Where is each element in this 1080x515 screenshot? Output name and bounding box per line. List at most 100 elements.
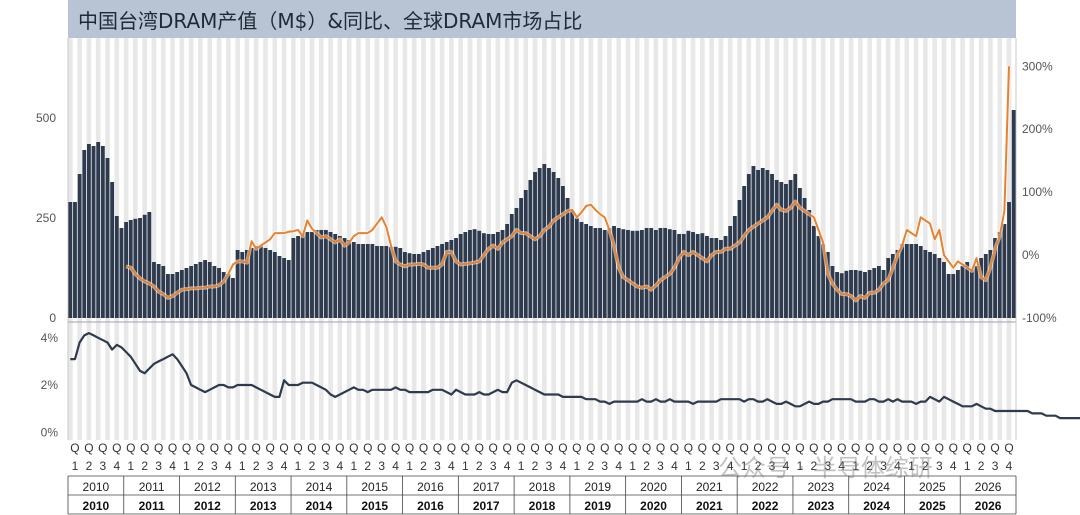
quarter-label-num: 3 (155, 459, 162, 473)
grid-band (272, 38, 278, 440)
value-bar (491, 234, 496, 318)
value-bar (612, 226, 616, 318)
quarter-label-num: 2 (532, 459, 539, 473)
value-bar (574, 218, 579, 318)
quarter-label-q: Q (921, 441, 930, 455)
value-bar (435, 246, 440, 318)
quarter-label-num: 1 (852, 459, 859, 473)
value-bar (528, 180, 533, 318)
value-bar (189, 266, 194, 318)
quarter-label-q: Q (265, 441, 274, 455)
grid-band (393, 38, 398, 440)
grid-band (263, 38, 268, 440)
grid-band (402, 38, 408, 440)
value-bar (742, 186, 747, 318)
quarter-label-num: 1 (797, 459, 804, 473)
value-bar (997, 232, 1002, 318)
year-label: 2012 (194, 480, 221, 494)
value-bar (444, 242, 449, 318)
grid-band (941, 38, 947, 440)
grid-band (439, 38, 445, 440)
value-bar (416, 254, 421, 318)
grid-band (198, 38, 203, 440)
quarter-label-num: 1 (741, 459, 748, 473)
value-bar (932, 254, 937, 318)
quarter-label-q: Q (70, 441, 79, 455)
quarter-label-q: Q (976, 441, 985, 455)
value-bar (821, 244, 826, 318)
value-bar (960, 266, 965, 318)
value-bar (319, 230, 324, 318)
quarter-label-q: Q (684, 441, 693, 455)
quarter-label-num: 1 (406, 459, 413, 473)
grid-band (365, 38, 371, 440)
grid-band (969, 38, 975, 440)
value-bar (258, 246, 263, 318)
value-bar (402, 252, 407, 318)
year-label-bold: 2010 (83, 499, 110, 513)
value-bar (760, 168, 765, 318)
quarter-label-num: 3 (992, 459, 999, 473)
value-bar (282, 258, 287, 318)
value-bar (472, 229, 477, 318)
grid-band (281, 38, 287, 440)
quarter-label-num: 3 (267, 459, 274, 473)
value-bar (514, 208, 519, 318)
quarter-label-q: Q (544, 441, 553, 455)
value-bar (1002, 224, 1007, 318)
grid-band (978, 38, 984, 440)
market-share-line (70, 332, 1080, 420)
year-label: 2024 (863, 480, 890, 494)
quarter-label-q: Q (293, 441, 302, 455)
yoy-line (125, 66, 1010, 302)
quarter-label-num: 3 (713, 459, 720, 473)
quarter-label-q: Q (879, 441, 888, 455)
quarter-label-num: 1 (685, 459, 692, 473)
value-bar (147, 212, 152, 318)
quarter-label-num: 2 (86, 459, 93, 473)
value-bar (454, 238, 458, 318)
quarter-label-num: 2 (699, 459, 706, 473)
grid-band (830, 38, 835, 440)
value-bar (505, 224, 510, 318)
value-bar (384, 246, 389, 318)
value-bar (542, 164, 547, 318)
quarter-label-q: Q (84, 441, 93, 455)
value-bar (616, 228, 621, 318)
grid-band (950, 38, 956, 440)
quarter-label-num: 4 (281, 459, 288, 473)
quarter-label-num: 4 (950, 459, 957, 473)
quarter-label-q: Q (433, 441, 442, 455)
quarter-label-q: Q (1004, 441, 1013, 455)
value-bar (830, 266, 835, 318)
value-bar (639, 230, 644, 318)
grid-band (988, 38, 993, 440)
value-bar (779, 182, 784, 318)
value-bar (928, 252, 932, 318)
grid-band (356, 38, 361, 440)
quarter-label-q: Q (405, 441, 414, 455)
grid-band (216, 38, 222, 440)
quarter-label-q: Q (990, 441, 999, 455)
year-label-bold: 2012 (194, 499, 221, 513)
value-bar (231, 278, 235, 318)
quarter-label-num: 3 (434, 459, 441, 473)
quarter-label-q: Q (670, 441, 679, 455)
quarter-label-q: Q (865, 441, 874, 455)
value-bar (356, 244, 361, 318)
value-bar (723, 236, 728, 318)
value-bar (732, 216, 737, 318)
value-bar (337, 236, 342, 318)
grid-band (421, 38, 426, 440)
grid-band (235, 38, 240, 440)
value-bar (802, 198, 807, 318)
quarter-label-q: Q (572, 441, 581, 455)
value-bar (193, 264, 198, 318)
value-bar (965, 262, 970, 318)
quarter-label-num: 2 (811, 459, 818, 473)
grid-band (960, 38, 965, 440)
value-bar (77, 174, 82, 318)
value-bar (774, 180, 779, 318)
quarter-label-num: 3 (657, 459, 664, 473)
